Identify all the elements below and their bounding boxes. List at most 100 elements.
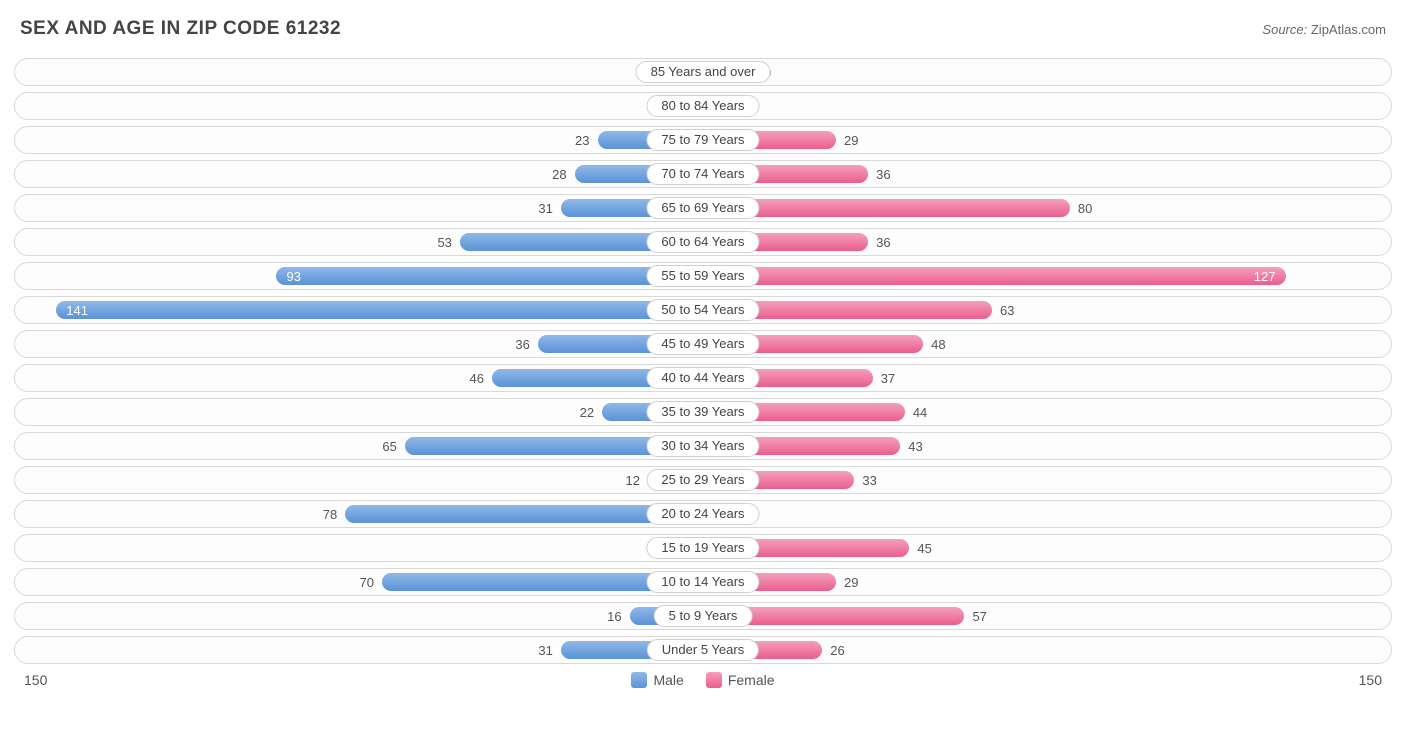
female-half: 44 bbox=[703, 399, 1391, 425]
age-group-label: 30 to 34 Years bbox=[646, 435, 759, 457]
male-value: 23 bbox=[567, 133, 597, 148]
male-value: 31 bbox=[530, 201, 560, 216]
chart-title: SEX AND AGE IN ZIP CODE 61232 bbox=[20, 18, 341, 40]
male-swatch-icon bbox=[631, 672, 647, 688]
female-value: 36 bbox=[868, 235, 898, 250]
age-group-label: 45 to 49 Years bbox=[646, 333, 759, 355]
pyramid-row: 141 63 50 to 54 Years bbox=[14, 296, 1392, 324]
female-half: 37 bbox=[703, 365, 1391, 391]
age-group-label: 35 to 39 Years bbox=[646, 401, 759, 423]
axis-right-max: 150 bbox=[1359, 672, 1382, 688]
female-value: 29 bbox=[836, 133, 866, 148]
population-pyramid-chart: 41085 Years and over5380 to 84 Years2329… bbox=[14, 58, 1392, 664]
male-half: 12 bbox=[15, 467, 703, 493]
male-value: 141 bbox=[56, 303, 98, 318]
chart-header: SEX AND AGE IN ZIP CODE 61232 Source: Zi… bbox=[14, 18, 1392, 40]
age-group-label: 75 to 79 Years bbox=[646, 129, 759, 151]
male-half: 36 bbox=[15, 331, 703, 357]
age-group-label: 15 to 19 Years bbox=[646, 537, 759, 559]
pyramid-row: 22 44 35 to 39 Years bbox=[14, 398, 1392, 426]
legend-item-female: Female bbox=[706, 672, 775, 688]
male-value: 46 bbox=[462, 371, 492, 386]
female-half: 80 bbox=[703, 195, 1391, 221]
pyramid-row: 78320 to 24 Years bbox=[14, 500, 1392, 528]
source-label: Source: bbox=[1262, 22, 1307, 37]
pyramid-row: 533660 to 64 Years bbox=[14, 228, 1392, 256]
pyramid-row: 283670 to 74 Years bbox=[14, 160, 1392, 188]
female-half: 33 bbox=[703, 467, 1391, 493]
female-half: 26 bbox=[703, 637, 1391, 663]
male-value: 78 bbox=[315, 507, 345, 522]
male-half: 31 bbox=[15, 637, 703, 663]
male-half: 70 bbox=[15, 569, 703, 595]
female-half: 29 bbox=[703, 127, 1391, 153]
male-half: 5 bbox=[15, 93, 703, 119]
pyramid-row: 41085 Years and over bbox=[14, 58, 1392, 86]
pyramid-row: 3126Under 5 Years bbox=[14, 636, 1392, 664]
male-half: 141 bbox=[15, 297, 703, 323]
age-group-label: 65 to 69 Years bbox=[646, 197, 759, 219]
legend-female-label: Female bbox=[728, 672, 775, 688]
pyramid-row: 65 43 30 to 34 Years bbox=[14, 432, 1392, 460]
female-half: 36 bbox=[703, 161, 1391, 187]
female-value: 37 bbox=[873, 371, 903, 386]
male-value: 70 bbox=[351, 575, 381, 590]
age-group-label: 85 Years and over bbox=[636, 61, 771, 83]
male-value: 36 bbox=[507, 337, 537, 352]
pyramid-row: 70 29 10 to 14 Years bbox=[14, 568, 1392, 596]
male-half: 3 bbox=[15, 535, 703, 561]
male-value: 12 bbox=[618, 473, 648, 488]
pyramid-row: 5380 to 84 Years bbox=[14, 92, 1392, 120]
female-half: 3 bbox=[703, 501, 1391, 527]
male-half: 16 bbox=[15, 603, 703, 629]
female-half: 43 bbox=[703, 433, 1391, 459]
female-half: 63 bbox=[703, 297, 1391, 323]
female-value: 29 bbox=[836, 575, 866, 590]
male-half: 4 bbox=[15, 59, 703, 85]
female-value: 33 bbox=[854, 473, 884, 488]
chart-source: Source: ZipAtlas.com bbox=[1262, 22, 1386, 37]
female-value: 57 bbox=[964, 609, 994, 624]
male-half: 22 bbox=[15, 399, 703, 425]
female-half: 45 bbox=[703, 535, 1391, 561]
male-value: 65 bbox=[374, 439, 404, 454]
pyramid-row: 23 29 75 to 79 Years bbox=[14, 126, 1392, 154]
pyramid-row: 31 80 65 to 69 Years bbox=[14, 194, 1392, 222]
age-group-label: 80 to 84 Years bbox=[646, 95, 759, 117]
age-group-label: 10 to 14 Years bbox=[646, 571, 759, 593]
male-half: 65 bbox=[15, 433, 703, 459]
male-half: 28 bbox=[15, 161, 703, 187]
age-group-label: 55 to 59 Years bbox=[646, 265, 759, 287]
chart-legend: Male Female bbox=[631, 672, 774, 688]
age-group-label: 25 to 29 Years bbox=[646, 469, 759, 491]
female-half: 127 bbox=[703, 263, 1391, 289]
female-value: 26 bbox=[822, 643, 852, 658]
male-half: 78 bbox=[15, 501, 703, 527]
female-half: 3 bbox=[703, 93, 1391, 119]
male-value: 53 bbox=[429, 235, 459, 250]
pyramid-row: 36 48 45 to 49 Years bbox=[14, 330, 1392, 358]
female-half: 57 bbox=[703, 603, 1391, 629]
female-value: 63 bbox=[992, 303, 1022, 318]
male-half: 23 bbox=[15, 127, 703, 153]
female-value: 80 bbox=[1070, 201, 1100, 216]
male-bar: 93 bbox=[276, 267, 703, 285]
pyramid-row: 3 45 15 to 19 Years bbox=[14, 534, 1392, 562]
female-value: 45 bbox=[909, 541, 939, 556]
pyramid-row: 93 127 55 to 59 Years bbox=[14, 262, 1392, 290]
female-value: 48 bbox=[923, 337, 953, 352]
female-half: 29 bbox=[703, 569, 1391, 595]
male-half: 31 bbox=[15, 195, 703, 221]
female-value: 127 bbox=[1244, 269, 1286, 284]
axis-left-max: 150 bbox=[24, 672, 47, 688]
female-value: 43 bbox=[900, 439, 930, 454]
female-half: 48 bbox=[703, 331, 1391, 357]
age-group-label: 50 to 54 Years bbox=[646, 299, 759, 321]
pyramid-row: 12 33 25 to 29 Years bbox=[14, 466, 1392, 494]
male-half: 93 bbox=[15, 263, 703, 289]
female-half: 10 bbox=[703, 59, 1391, 85]
female-bar: 127 bbox=[703, 267, 1286, 285]
legend-male-label: Male bbox=[653, 672, 683, 688]
female-value: 36 bbox=[868, 167, 898, 182]
female-value: 44 bbox=[905, 405, 935, 420]
